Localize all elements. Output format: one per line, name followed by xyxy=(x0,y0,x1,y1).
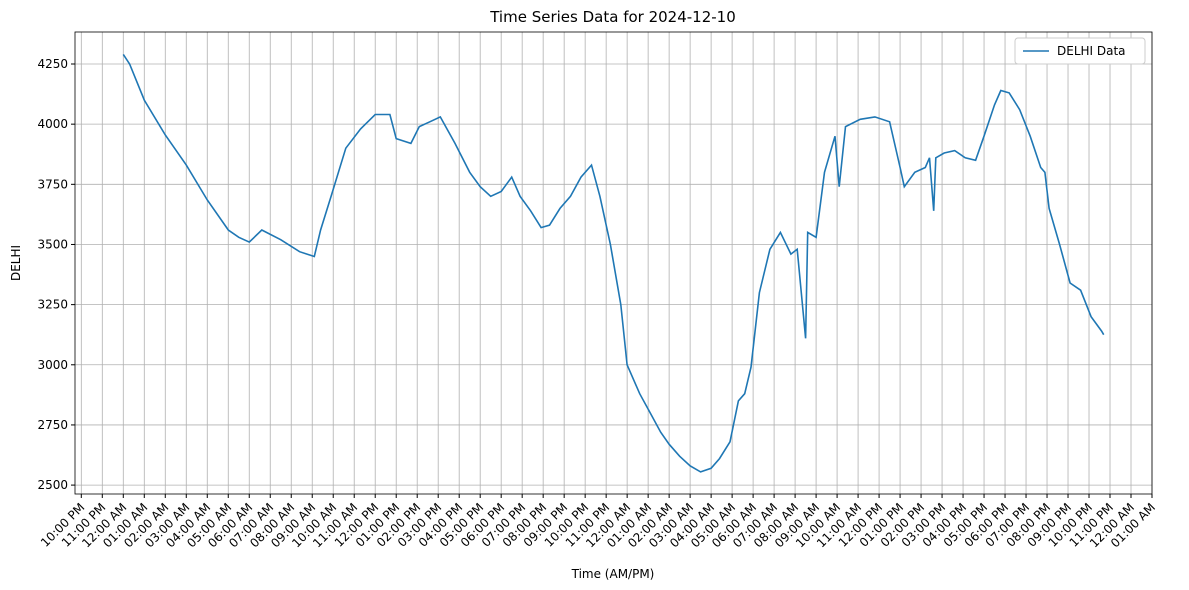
y-tick-label: 4250 xyxy=(37,57,68,71)
data-line xyxy=(122,53,1105,473)
chart-title: Time Series Data for 2024-12-10 xyxy=(489,8,736,26)
y-tick-label: 2500 xyxy=(37,478,68,492)
y-tick-label: 4000 xyxy=(37,117,68,131)
legend-box xyxy=(1014,37,1146,65)
y-tick-label: 3250 xyxy=(37,298,68,312)
plot-frame xyxy=(74,31,1153,495)
y-tick-label: 2750 xyxy=(37,418,68,432)
y-axis-label: DELHI xyxy=(9,245,23,281)
y-tick-label: 3000 xyxy=(37,358,68,372)
legend-label: DELHI Data xyxy=(1057,44,1126,58)
y-tick-label: 3500 xyxy=(37,237,68,251)
x-axis-label: Time (AM/PM) xyxy=(571,567,655,581)
y-tick-label: 3750 xyxy=(37,177,68,191)
